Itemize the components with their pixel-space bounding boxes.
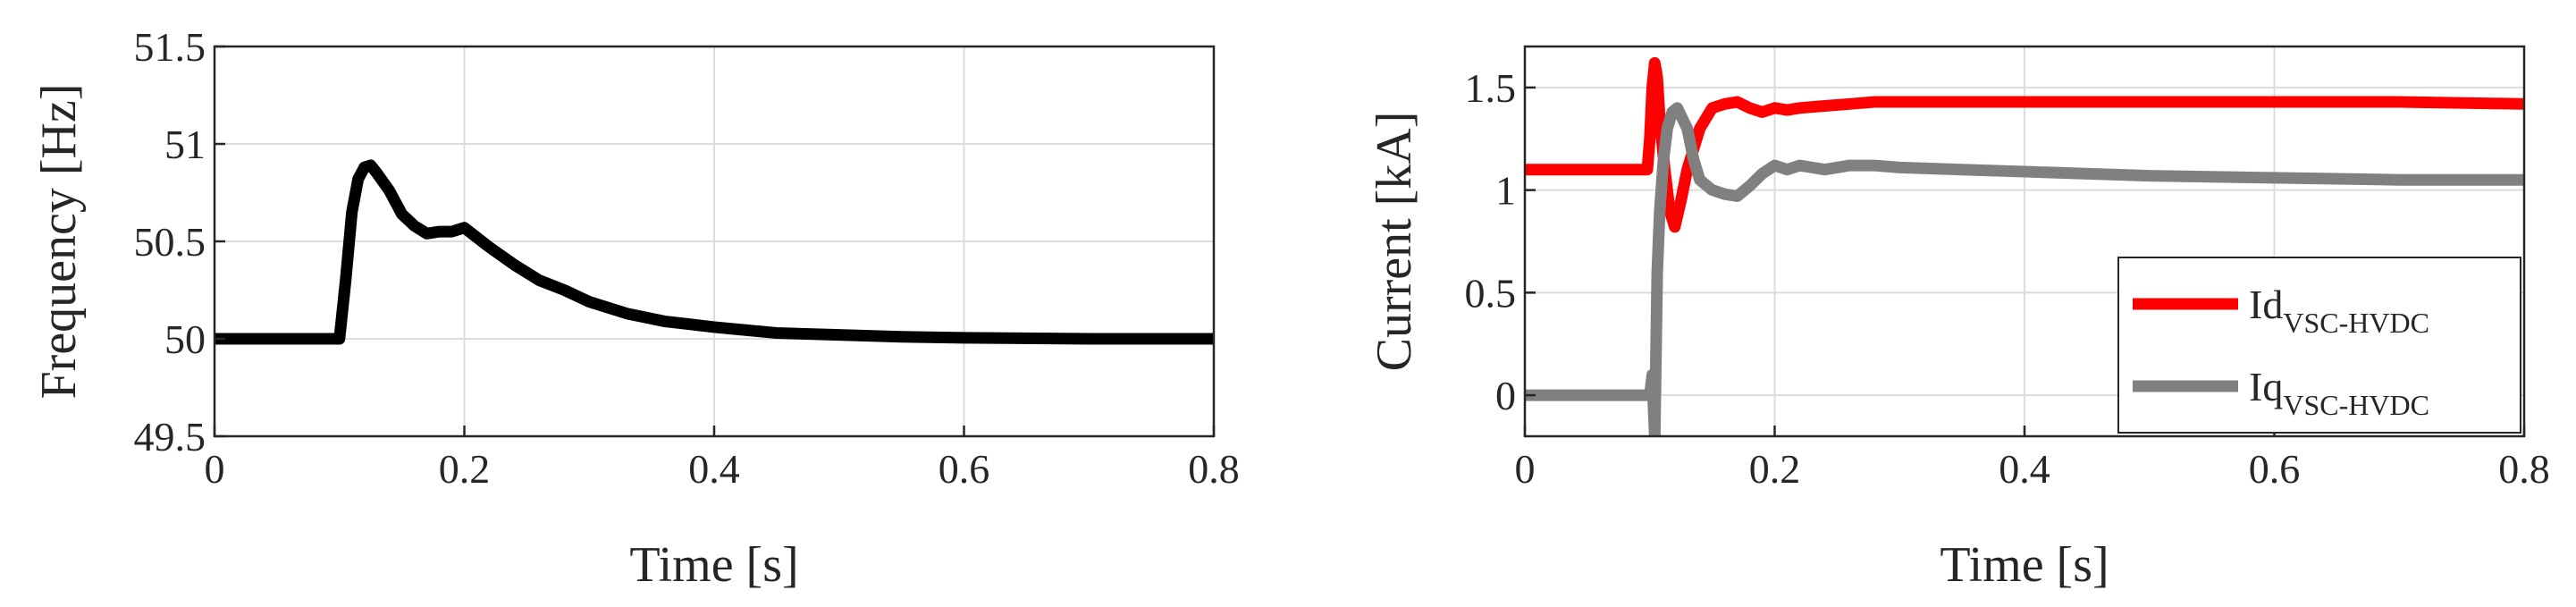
frequency-x-tick-label: 0.2 bbox=[439, 446, 491, 492]
current-x-tick-label: 0.8 bbox=[2498, 446, 2550, 492]
current-x-axis-label: Time [s] bbox=[1940, 537, 2109, 593]
frequency-series-group bbox=[215, 159, 1214, 345]
frequency-y-tick-label: 50 bbox=[164, 316, 206, 362]
current-series-group bbox=[1525, 56, 2524, 436]
current-y-axis-label: Current [kA] bbox=[1367, 112, 1422, 372]
current-legend-box bbox=[2117, 257, 2521, 434]
current-y-tick-label: 0.5 bbox=[1465, 270, 1517, 316]
current-x-tick-label: 0 bbox=[1515, 446, 1536, 492]
frequency-ticks: 0 0.2 0.4 0.6 0.8 49.5 50 50.5 51 51.5 bbox=[134, 24, 1240, 492]
frequency-y-axis-label: Frequency [Hz] bbox=[31, 84, 87, 400]
frequency-y-tick-label: 51.5 bbox=[134, 24, 206, 70]
frequency-x-tick-label: 0.8 bbox=[1188, 446, 1240, 492]
current-legend-subscript: VSC-HVDC bbox=[2283, 307, 2429, 339]
current-series-line-id bbox=[1525, 56, 2524, 233]
current-legend-subscript: VSC-HVDC bbox=[2283, 389, 2429, 421]
current-ticks: 0 0.2 0.4 0.6 0.8 0 0.5 1 1.5 bbox=[1465, 65, 2550, 492]
frequency-grid bbox=[214, 46, 1215, 437]
frequency-x-tick-label: 0 bbox=[205, 446, 225, 492]
current-y-tick-label: 1 bbox=[1495, 168, 1516, 214]
frequency-series-line-0 bbox=[215, 159, 1214, 345]
current-chart: 0 0.2 0.4 0.6 0.8 0 0.5 1 1.5 Time [s] Current [… bbox=[1367, 45, 2550, 593]
current-legend-entry: IdVSC-HVDC bbox=[2249, 282, 2429, 339]
current-y-tick-label: 0 bbox=[1495, 373, 1516, 418]
current-x-tick-label: 0.6 bbox=[2249, 446, 2301, 492]
current-x-tick-label: 0.2 bbox=[1749, 446, 1801, 492]
frequency-x-tick-label: 0.6 bbox=[939, 446, 990, 492]
frequency-y-tick-label: 49.5 bbox=[134, 414, 206, 459]
current-y-tick-label: 1.5 bbox=[1465, 65, 1517, 111]
frequency-x-tick-label: 0.4 bbox=[688, 446, 740, 492]
current-legend-name: Id bbox=[2249, 282, 2283, 327]
current-series-line-iq bbox=[1525, 102, 2524, 436]
frequency-y-tick-label: 50.5 bbox=[134, 219, 206, 265]
current-legend-name: Iq bbox=[2249, 364, 2283, 409]
current-legend-entry: IqVSC-HVDC bbox=[2249, 364, 2429, 421]
frequency-y-tick-label: 51 bbox=[164, 122, 206, 167]
frequency-chart: 0 0.2 0.4 0.6 0.8 49.5 50 50.5 51 51.5 Time [s] F… bbox=[31, 24, 1240, 593]
current-x-tick-label: 0.4 bbox=[1999, 446, 2050, 492]
frequency-x-axis-label: Time [s] bbox=[629, 537, 798, 593]
